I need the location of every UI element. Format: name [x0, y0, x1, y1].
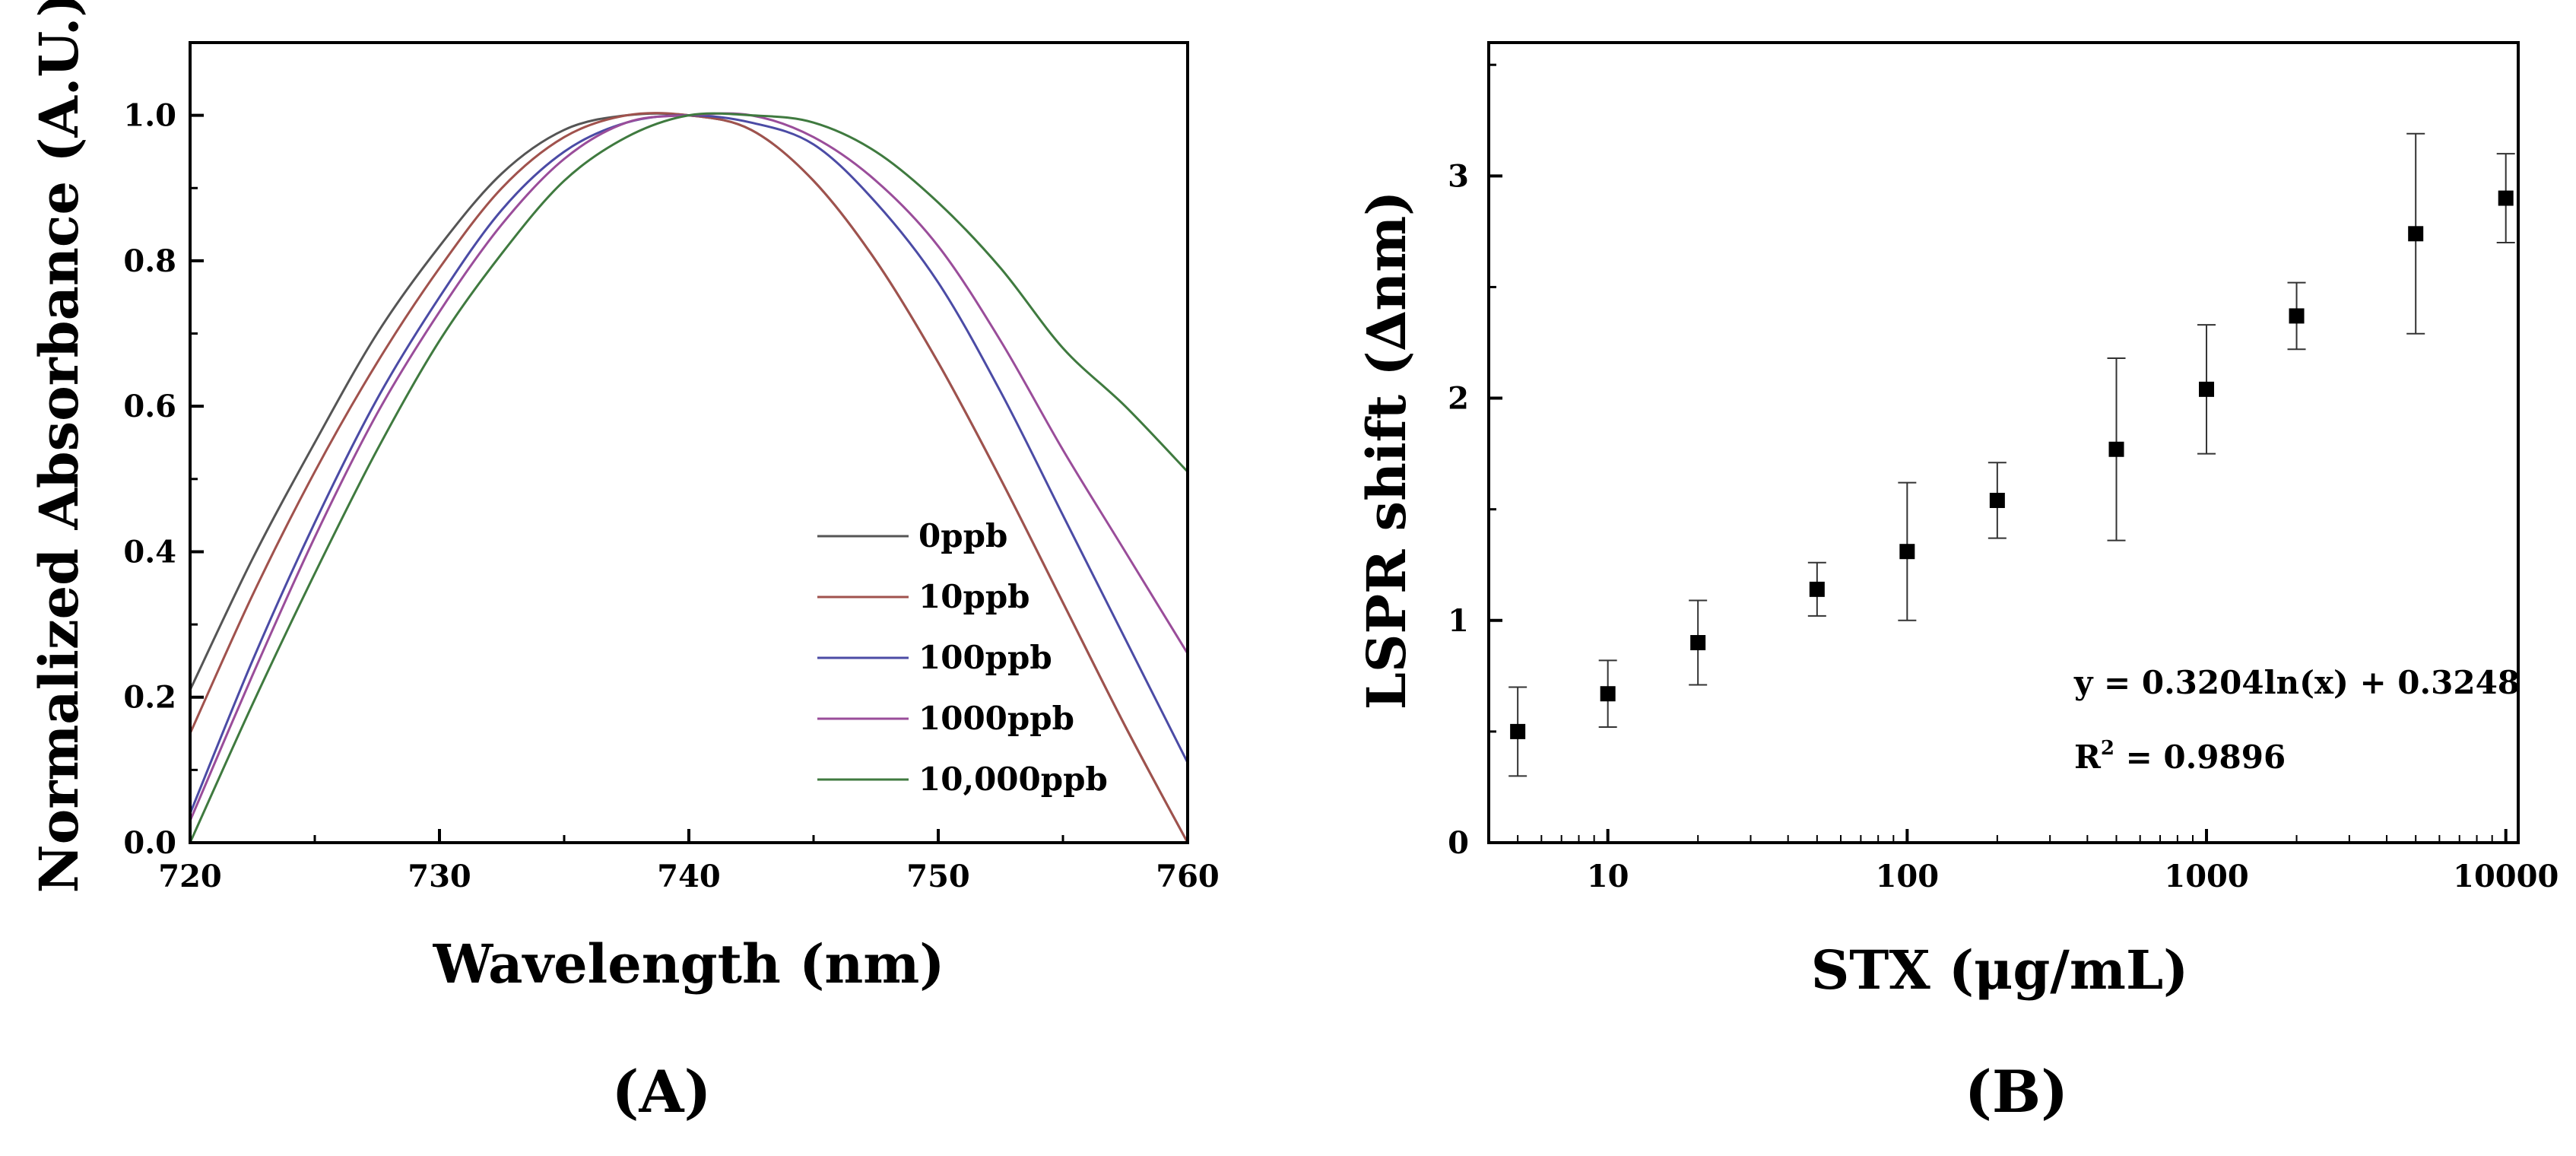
data-point-50: [1809, 581, 1825, 597]
x-tick-label-100: 100: [1876, 859, 1940, 894]
panel-a-y-axis-title: Normalized Absorbance (A.U.): [27, 0, 90, 893]
data-point-20: [1690, 635, 1706, 650]
data-point-5000: [2408, 226, 2424, 242]
panel-a-label: (A): [612, 1058, 712, 1126]
y-tick-label-1: 1: [1448, 603, 1469, 639]
r-squared: R2 = 0.9896: [2074, 737, 2286, 776]
y-tick-label-3: 3: [1448, 158, 1469, 194]
panel-b-y-axis-title: LSPR shift (∆nm): [1355, 191, 1418, 710]
data-point-10000: [2498, 190, 2514, 206]
panel-a-axis-ticks: 720 730 740 750 760 0.0 0.2 0.4 0.6 0.8 1.0: [123, 41, 1220, 894]
panel-a-series-lines: [189, 112, 1189, 843]
x-tick-label-720: 720: [158, 859, 222, 894]
y-tick-label-2: 0.4: [123, 534, 176, 570]
y-tick-label-2: 2: [1448, 381, 1469, 417]
y-tick-label-4: 0.8: [123, 243, 176, 279]
x-tick-label-10000: 10000: [2453, 859, 2559, 894]
r-squared-prefix: R: [2074, 738, 2102, 776]
panel-b-label: (B): [1965, 1058, 2068, 1126]
data-point-10: [1600, 686, 1616, 702]
panel-b-axis-ticks: 10 100 1000 10000 0 1 2 3: [1448, 63, 2559, 894]
y-tick-label-1: 0.2: [123, 680, 176, 716]
panel-a-spectra-chart: 720 730 740 750 760 0.0 0.2 0.4 0.6 0.8 1.0 0ppb 1…: [27, 0, 1220, 1126]
legend-label-100ppb: 100ppb: [918, 639, 1052, 676]
data-point-1000: [2199, 381, 2215, 397]
panel-a-legend: 0ppb 10ppb 100ppb 1000ppb 10,000ppb: [817, 517, 1108, 798]
legend-label-0ppb: 0ppb: [918, 517, 1007, 554]
data-point-100: [1899, 544, 1915, 560]
x-tick-label-760: 760: [1156, 859, 1220, 894]
panel-b-scatter-chart: 10 100 1000 10000 0 1 2 3 y = 0.3204ln(x) + 0.3…: [1355, 41, 2559, 1126]
x-tick-label-1000: 1000: [2164, 859, 2248, 894]
r-squared-superscript: 2: [2101, 737, 2114, 760]
y-tick-label-0: 0: [1448, 825, 1469, 861]
y-tick-label-0: 0.0: [123, 825, 176, 861]
data-point-200: [1989, 492, 2005, 508]
x-tick-label-750: 750: [906, 859, 970, 894]
legend-label-10000ppb: 10,000ppb: [918, 761, 1108, 798]
panel-a-x-axis-title: Wavelength (nm): [433, 932, 945, 996]
y-tick-label-3: 0.6: [123, 389, 176, 424]
x-tick-label-740: 740: [657, 859, 721, 894]
x-tick-label-10: 10: [1587, 859, 1629, 894]
series-line-1000ppb: [189, 112, 1189, 821]
series-line-10000ppb: [189, 112, 1189, 843]
y-tick-label-5: 1.0: [123, 98, 176, 134]
legend-label-1000ppb: 1000ppb: [918, 700, 1074, 737]
data-point-2000: [2289, 308, 2305, 324]
r-squared-value: = 0.9896: [2114, 738, 2286, 776]
panel-b-x-axis-title: STX (μg/mL): [1811, 938, 2189, 1002]
panel-b-plot-frame: [1487, 41, 2520, 844]
data-point-500: [2108, 441, 2124, 457]
fit-equation: y = 0.3204ln(x) + 0.3248: [2073, 664, 2520, 701]
legend-label-10ppb: 10ppb: [918, 578, 1030, 615]
panel-b-data-points: [1508, 132, 2515, 777]
data-point-5: [1510, 723, 1526, 739]
x-tick-label-730: 730: [408, 859, 471, 894]
